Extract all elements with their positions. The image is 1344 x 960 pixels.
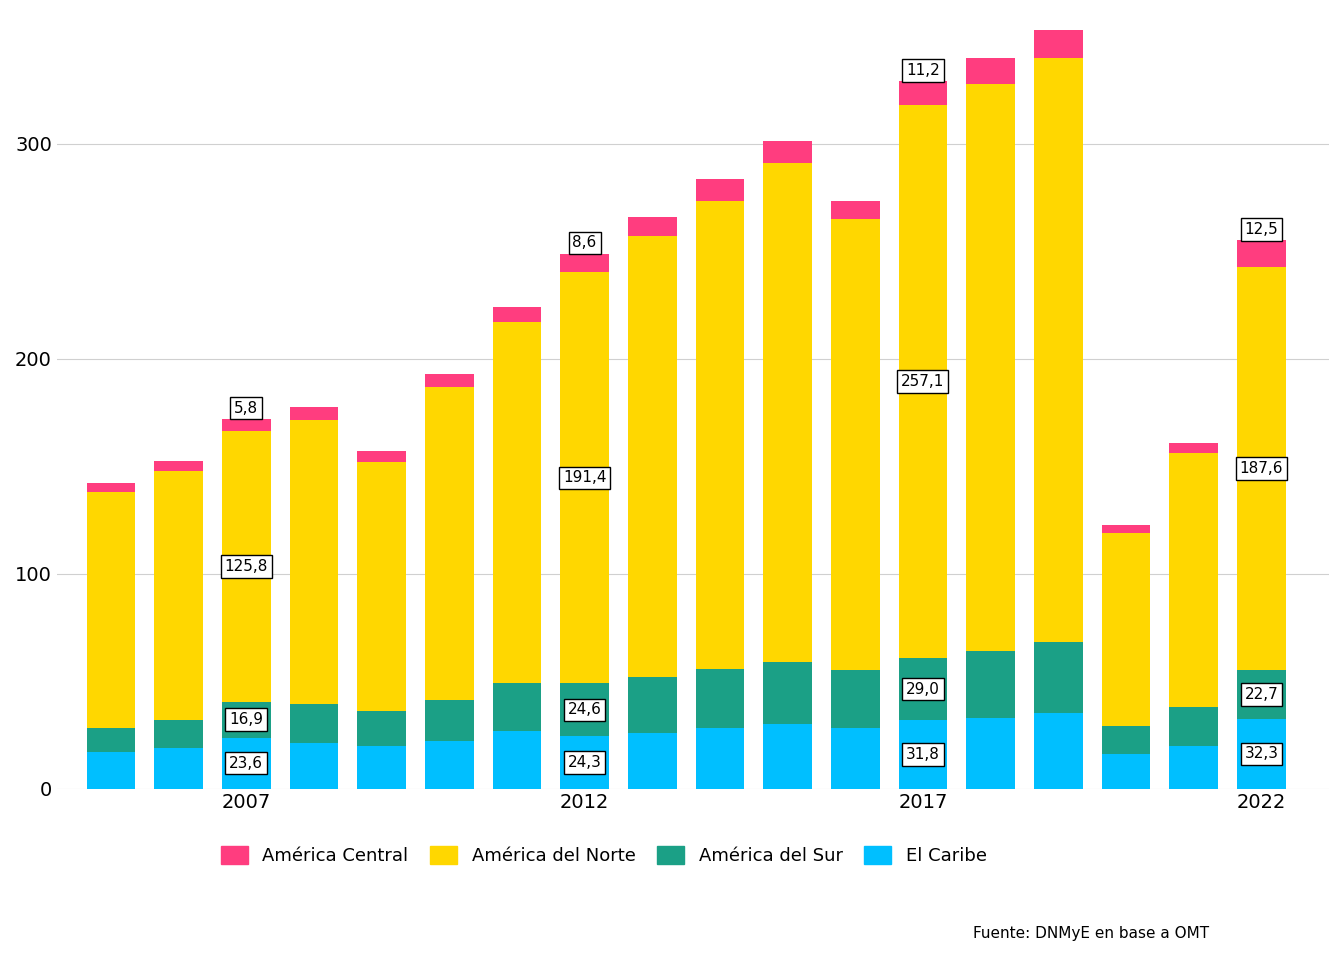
Bar — [966, 58, 1015, 84]
Bar — [1102, 726, 1150, 755]
Bar — [1169, 746, 1218, 788]
Bar — [831, 201, 879, 219]
Bar — [966, 651, 1015, 718]
Text: 125,8: 125,8 — [224, 559, 267, 574]
Bar — [425, 387, 473, 701]
Bar — [899, 82, 948, 106]
Bar — [222, 419, 270, 431]
Bar — [1236, 267, 1286, 670]
Bar — [492, 731, 542, 788]
Bar — [1169, 443, 1218, 453]
Text: 22,7: 22,7 — [1245, 687, 1278, 702]
Bar — [492, 684, 542, 731]
Bar — [560, 736, 609, 788]
Bar — [1102, 533, 1150, 726]
Bar — [1236, 670, 1286, 719]
Bar — [425, 741, 473, 788]
Text: 5,8: 5,8 — [234, 400, 258, 416]
Text: 23,6: 23,6 — [230, 756, 263, 771]
Text: 32,3: 32,3 — [1245, 746, 1278, 761]
Bar — [1034, 58, 1083, 642]
Text: 191,4: 191,4 — [563, 470, 606, 486]
Text: 29,0: 29,0 — [906, 682, 939, 697]
Text: 8,6: 8,6 — [573, 235, 597, 251]
Bar — [358, 462, 406, 711]
Bar — [155, 461, 203, 470]
Bar — [358, 746, 406, 788]
Bar — [696, 729, 745, 788]
Bar — [358, 451, 406, 462]
Text: 24,6: 24,6 — [567, 703, 602, 717]
Text: 11,2: 11,2 — [906, 63, 939, 78]
Bar — [425, 701, 473, 741]
Bar — [1034, 713, 1083, 788]
Bar — [492, 323, 542, 684]
Bar — [696, 201, 745, 669]
Text: 31,8: 31,8 — [906, 747, 939, 762]
Bar — [560, 273, 609, 684]
Bar — [966, 718, 1015, 788]
Bar — [628, 236, 676, 677]
Bar — [222, 702, 270, 738]
Bar — [1236, 240, 1286, 267]
Text: Fuente: DNMyE en base a OMT: Fuente: DNMyE en base a OMT — [973, 925, 1210, 941]
Bar — [560, 684, 609, 736]
Bar — [831, 670, 879, 729]
Text: 24,3: 24,3 — [567, 755, 602, 770]
Bar — [696, 669, 745, 729]
Bar — [1169, 453, 1218, 707]
Text: 187,6: 187,6 — [1239, 462, 1284, 476]
Bar — [831, 219, 879, 670]
Bar — [86, 752, 136, 788]
Bar — [899, 106, 948, 658]
Bar — [1102, 755, 1150, 788]
Bar — [831, 729, 879, 788]
Bar — [358, 711, 406, 746]
Legend: América Central, América del Norte, América del Sur, El Caribe: América Central, América del Norte, Amér… — [214, 838, 995, 873]
Bar — [1169, 707, 1218, 746]
Bar — [86, 492, 136, 729]
Bar — [289, 420, 339, 704]
Bar — [1236, 719, 1286, 788]
Bar — [628, 732, 676, 788]
Bar — [289, 704, 339, 743]
Bar — [289, 407, 339, 420]
Bar — [763, 141, 812, 163]
Bar — [155, 748, 203, 788]
Text: 12,5: 12,5 — [1245, 222, 1278, 237]
Bar — [155, 470, 203, 720]
Bar — [425, 373, 473, 387]
Bar — [696, 180, 745, 201]
Bar — [628, 677, 676, 732]
Bar — [222, 738, 270, 788]
Bar — [763, 661, 812, 724]
Bar — [560, 253, 609, 273]
Text: 257,1: 257,1 — [902, 374, 945, 389]
Bar — [86, 484, 136, 492]
Bar — [222, 431, 270, 702]
Bar — [86, 729, 136, 752]
Bar — [1034, 642, 1083, 713]
Bar — [763, 724, 812, 788]
Bar — [1034, 30, 1083, 58]
Bar — [155, 720, 203, 748]
Bar — [763, 163, 812, 661]
Bar — [899, 720, 948, 788]
Bar — [492, 307, 542, 323]
Bar — [1102, 525, 1150, 533]
Bar — [628, 217, 676, 236]
Bar — [289, 743, 339, 788]
Text: 16,9: 16,9 — [230, 712, 263, 727]
Bar — [899, 658, 948, 720]
Bar — [966, 84, 1015, 651]
